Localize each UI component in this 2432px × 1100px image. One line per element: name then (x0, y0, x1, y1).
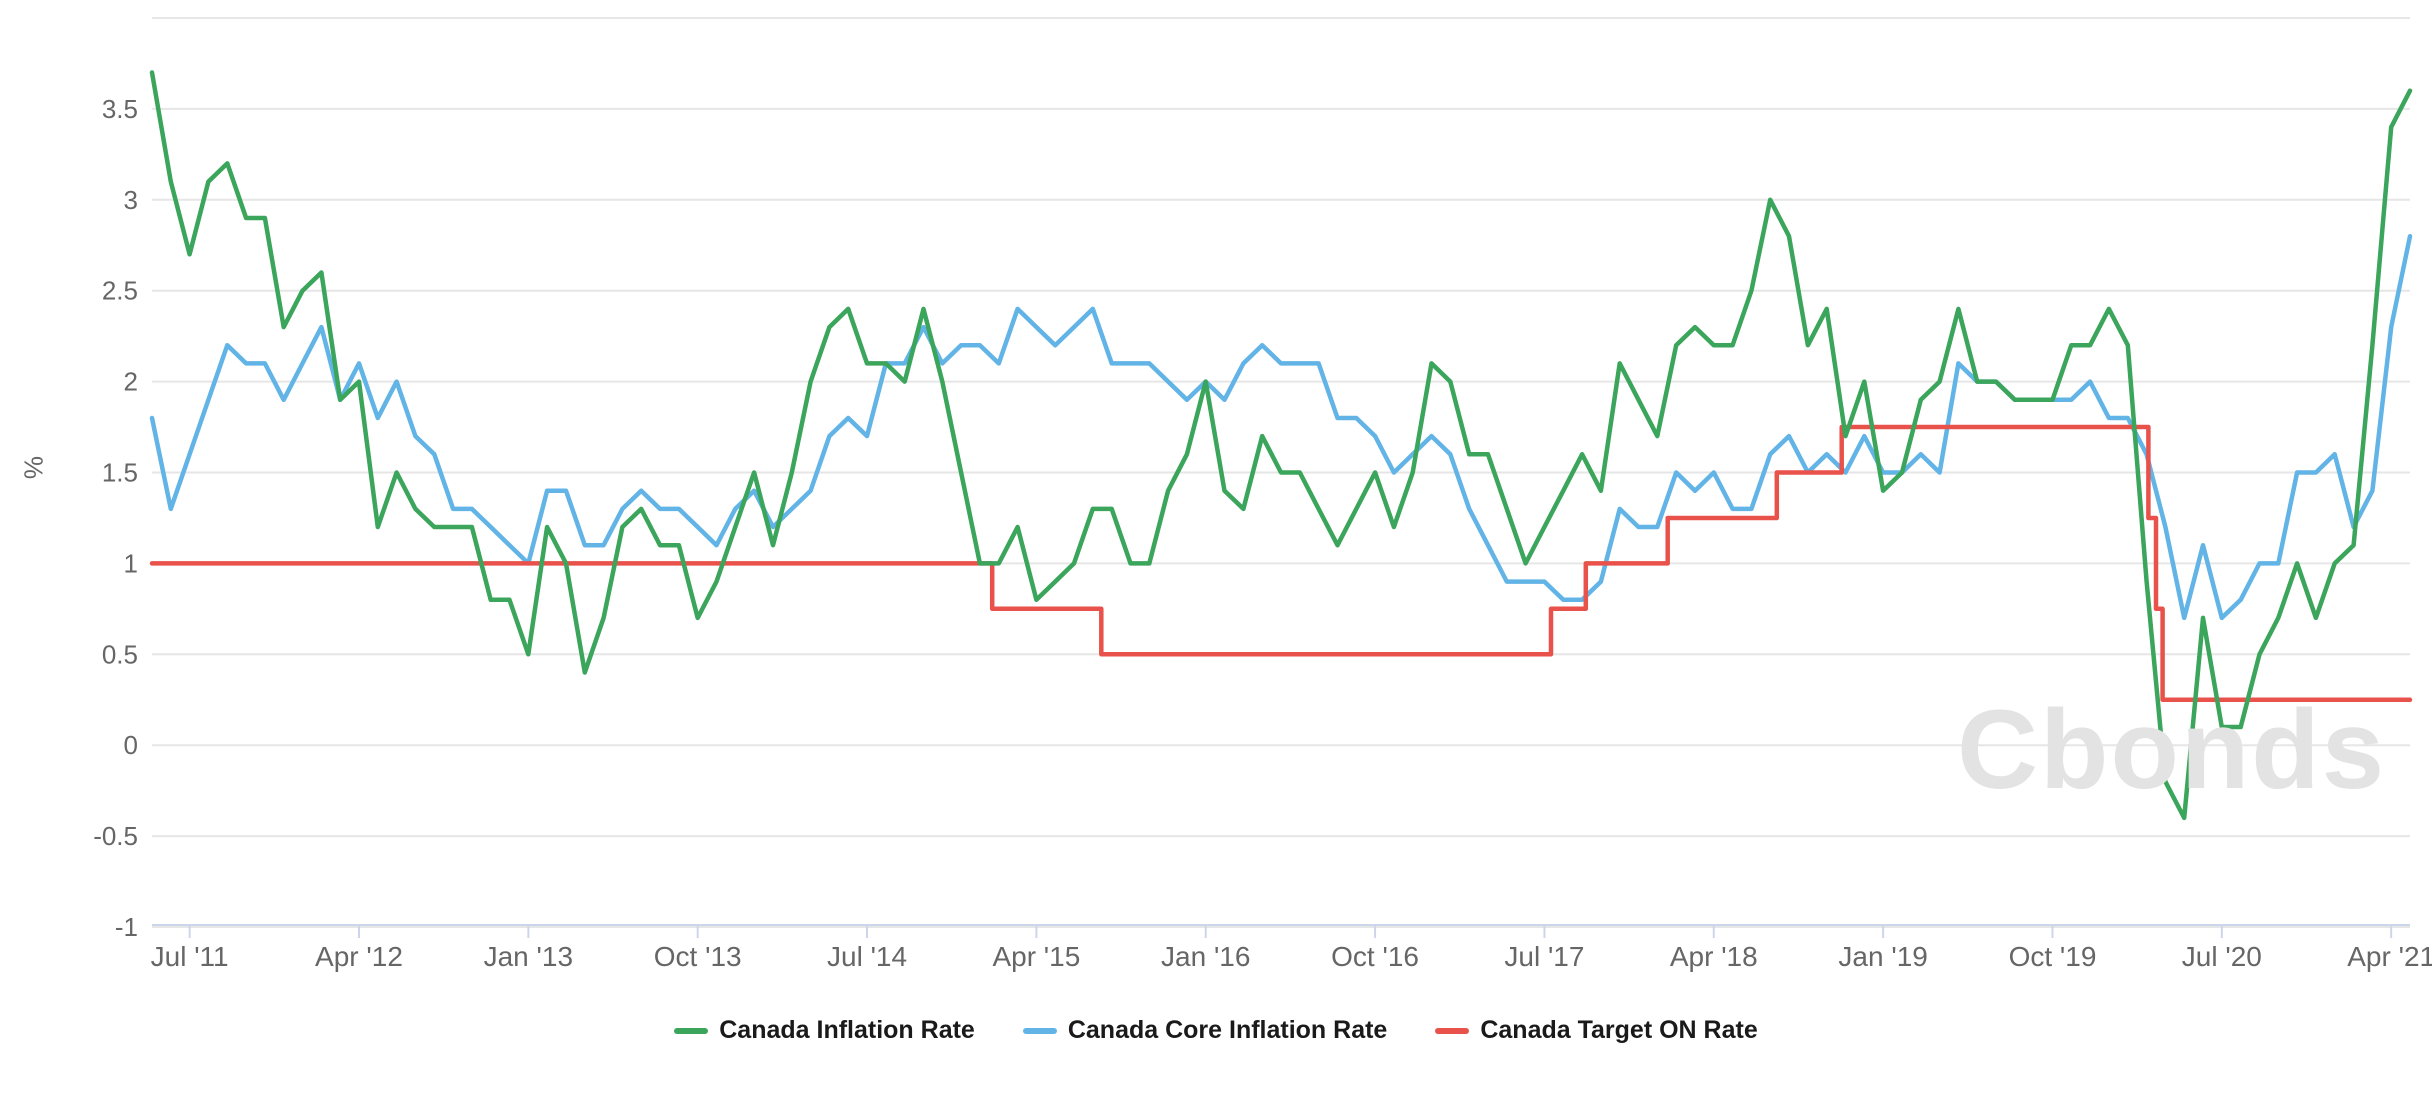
y-axis-label: 3.5 (102, 94, 138, 124)
x-axis-label: Jan '13 (484, 941, 573, 972)
legend-label: Canada Core Inflation Rate (1067, 1016, 1388, 1044)
x-axis-label: Oct '16 (1331, 941, 1419, 972)
x-axis-label: Jul '17 (1504, 941, 1584, 972)
legend-item-target-on-rate[interactable]: Canada Target ON Rate (1435, 1016, 1758, 1045)
y-axis-label: 1.5 (102, 458, 138, 488)
chart-legend: Canada Inflation Rate Canada Core Inflat… (0, 1016, 2432, 1045)
y-axis-label: -1 (115, 912, 138, 942)
chart-plot-area: 3.5 3 2.5 2 1.5 1 0.5 0 -0.5 -1 Jul '11 Apr '12 Jan … (93, 17, 2432, 972)
x-axis-label: Oct '13 (654, 941, 742, 972)
x-axis-label: Apr '12 (315, 941, 403, 972)
x-axis-label: Oct '19 (2009, 941, 2097, 972)
x-axis-label: Jul '14 (827, 941, 907, 972)
x-axis-label: Apr '18 (1670, 941, 1758, 972)
x-axis-label: Jul '20 (2182, 941, 2262, 972)
y-axis-label: 0.5 (102, 639, 138, 669)
legend-label: Canada Inflation Rate (719, 1016, 975, 1044)
core-inflation-rate-swatch-icon (1022, 1027, 1057, 1034)
legend-label: Canada Target ON Rate (1480, 1016, 1758, 1044)
series-line-canada-inflation-rate (149, 70, 2413, 821)
y-axis-title: % (18, 455, 49, 480)
x-axis-label: Jan '19 (1838, 941, 1927, 972)
x-axis-label: Jan '16 (1161, 941, 1250, 972)
x-axis-label: Apr '15 (992, 941, 1080, 972)
y-axis-label: 2 (124, 367, 138, 397)
series-line-canada-target-on-rate (149, 424, 2413, 703)
inflation-rate-swatch-icon (674, 1027, 709, 1034)
y-axis-label: 1 (124, 548, 138, 578)
x-axis-label: Jul '11 (151, 941, 229, 972)
y-axis-label: 2.5 (102, 276, 138, 306)
y-axis-label: 0 (124, 730, 138, 760)
y-axis-label: -0.5 (93, 821, 138, 851)
legend-item-inflation-rate[interactable]: Canada Inflation Rate (674, 1016, 975, 1045)
y-axis-label: 3 (124, 185, 138, 215)
watermark-logo: Cbonds (1957, 687, 2386, 812)
target-on-rate-swatch-icon (1435, 1027, 1470, 1034)
x-axis-label: Apr '21 (2347, 941, 2432, 972)
legend-item-core-inflation-rate[interactable]: Canada Core Inflation Rate (1022, 1016, 1388, 1045)
